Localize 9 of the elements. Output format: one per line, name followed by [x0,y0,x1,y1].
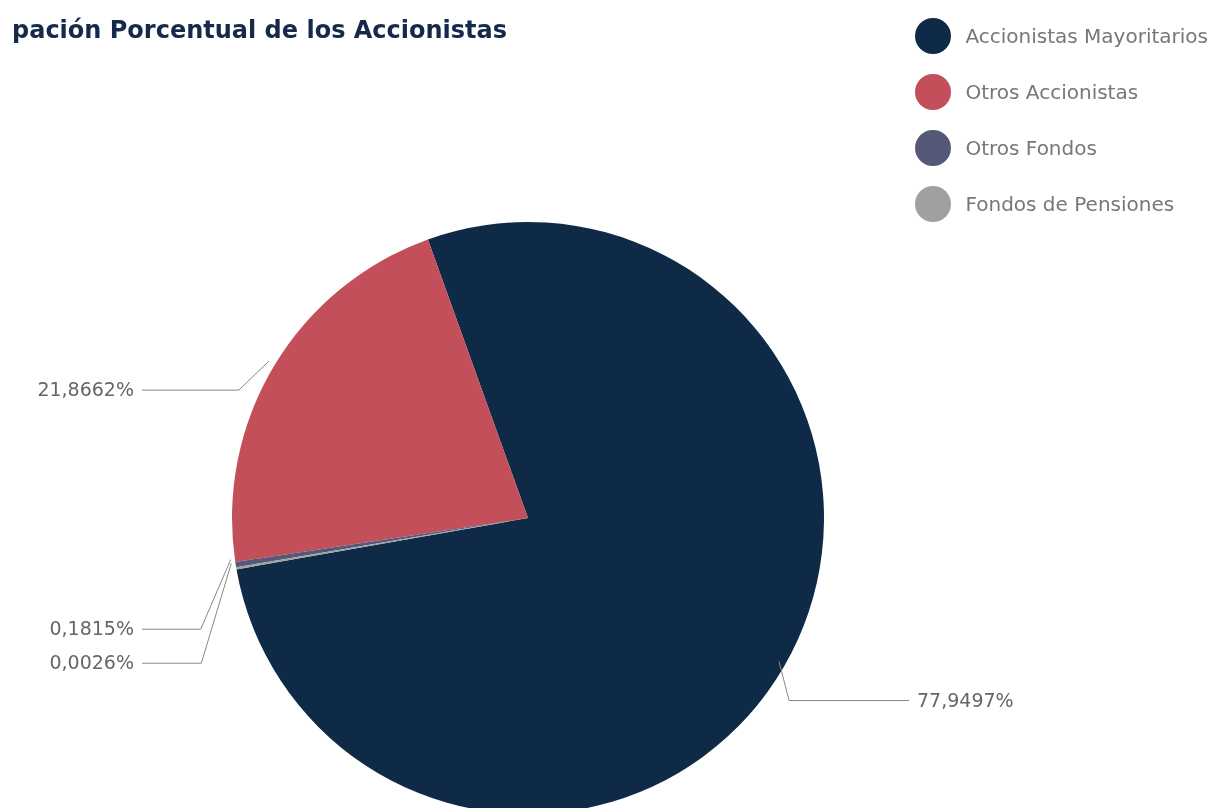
legend-label: Otros Accionistas [965,79,1139,106]
data-label: 0,1815% [49,617,134,640]
legend-label: Otros Fondos [965,135,1097,162]
legend-label: Accionistas Mayoritarios [965,23,1208,50]
chart-title: pación Porcentual de los Accionistas [12,16,508,44]
legend-label: Fondos de Pensiones [965,191,1175,218]
data-label: 77,9497% [917,688,1014,711]
data-label: 21,8662% [37,378,134,401]
data-label: 0,0026% [49,651,134,674]
